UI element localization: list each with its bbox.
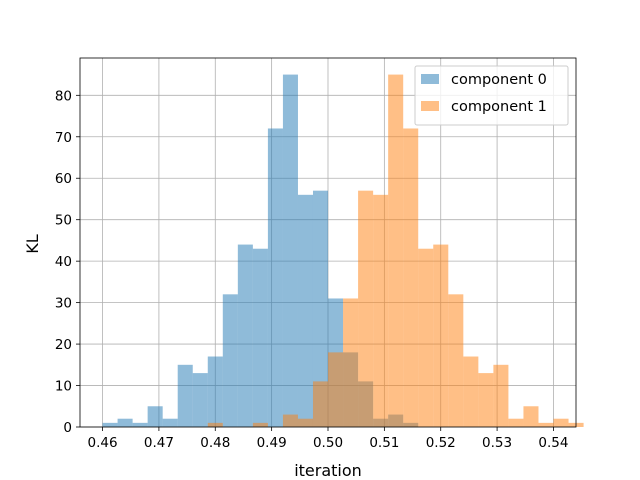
- x-tick-label: 0.49: [257, 435, 287, 451]
- legend: component 0 component 1: [414, 65, 569, 126]
- bar-component-1: [403, 128, 419, 427]
- bar-component-1: [478, 373, 494, 427]
- y-tick-label: 60: [55, 171, 72, 187]
- bar-component-0: [192, 373, 208, 427]
- legend-swatch-component-1: [421, 101, 439, 111]
- y-axis-label: KL: [23, 234, 42, 253]
- bar-component-0: [177, 364, 193, 427]
- bar-component-1: [343, 298, 359, 427]
- y-tick-label: 10: [55, 379, 72, 395]
- legend-box: [414, 65, 569, 126]
- x-tick-label: 0.47: [144, 435, 174, 451]
- x-tick-label: 0.51: [369, 435, 399, 451]
- legend-label-component-1: component 1: [451, 99, 547, 115]
- bar-component-1: [312, 381, 329, 427]
- x-tick-label: 0.48: [200, 435, 230, 451]
- x-tick-label: 0.50: [313, 435, 343, 451]
- bar-component-1: [508, 418, 524, 427]
- bar-component-0: [162, 418, 178, 427]
- x-axis-ticks: 0.46 0.47 0.48 0.49 0.50 0.51 0.52 0.53 0.54: [88, 427, 568, 451]
- bar-component-1: [358, 190, 374, 427]
- bar-component-1: [433, 244, 449, 427]
- bar-component-1: [493, 364, 509, 427]
- bar-component-1: [523, 406, 539, 427]
- bar-component-1: [252, 422, 268, 427]
- x-tick-label: 0.54: [538, 435, 568, 451]
- x-tick-label: 0.52: [426, 435, 456, 451]
- bar-component-0: [147, 406, 163, 427]
- bar-component-1: [463, 356, 479, 427]
- bar-component-0: [282, 74, 298, 428]
- bar-component-1: [297, 418, 313, 427]
- bar-component-0: [252, 248, 268, 427]
- y-tick-label: 40: [55, 254, 72, 270]
- bar-component-0: [267, 128, 283, 427]
- bar-component-1: [373, 194, 389, 427]
- y-tick-label: 0: [63, 420, 72, 436]
- bar-component-0: [222, 294, 238, 427]
- y-tick-label: 50: [55, 213, 72, 229]
- x-tick-label: 0.53: [482, 435, 512, 451]
- bar-component-1: [388, 74, 404, 428]
- bar-component-0: [237, 244, 253, 427]
- histogram-bars: [102, 74, 584, 428]
- bar-component-0: [117, 418, 133, 427]
- bar-component-1: [207, 422, 223, 427]
- legend-label-component-0: component 0: [451, 72, 547, 88]
- y-tick-label: 70: [55, 130, 72, 146]
- bar-component-1: [553, 418, 569, 427]
- y-axis-ticks: 0 10 20 30 40 50 60 70 80: [55, 88, 80, 436]
- bar-component-1: [418, 248, 434, 427]
- bar-component-0: [132, 422, 148, 427]
- legend-swatch-component-0: [421, 74, 439, 84]
- y-tick-label: 80: [55, 88, 72, 104]
- bar-component-1: [328, 352, 344, 427]
- bar-component-1: [448, 294, 464, 427]
- y-tick-label: 30: [55, 296, 72, 312]
- bar-component-0: [297, 194, 313, 427]
- y-tick-label: 20: [55, 337, 72, 353]
- bar-component-0: [102, 422, 118, 427]
- bar-component-0: [207, 356, 223, 427]
- x-tick-label: 0.46: [88, 435, 118, 451]
- bar-component-1: [538, 422, 554, 427]
- bar-component-0: [312, 190, 329, 427]
- x-axis-label: iteration: [294, 461, 362, 480]
- bar-component-1: [282, 414, 298, 427]
